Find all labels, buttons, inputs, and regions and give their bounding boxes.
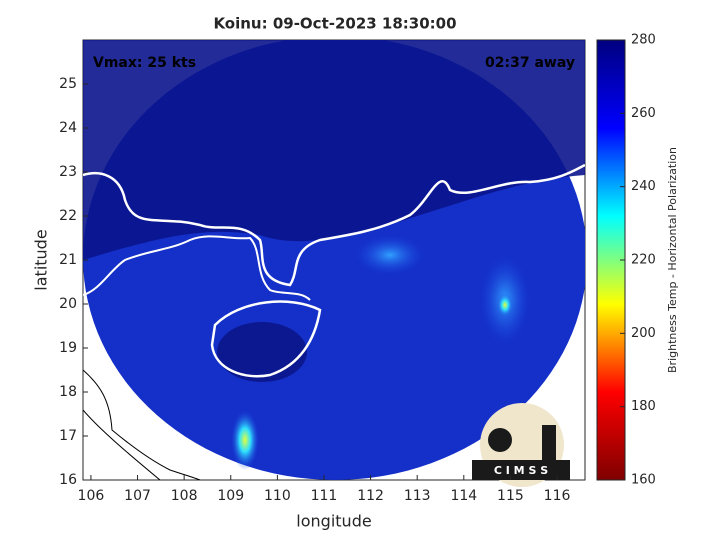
border	[83, 369, 201, 480]
y-tick-label: 16	[59, 472, 77, 488]
x-tick-label: 107	[124, 488, 151, 504]
x-tick-label: 113	[404, 488, 431, 504]
chart-title: Koinu: 09-Oct-2023 18:30:00	[213, 15, 456, 33]
annotation: Vmax: 25 kts	[93, 55, 196, 71]
y-axis-label: latitude	[32, 229, 51, 290]
coastline	[83, 163, 585, 287]
cloud	[355, 235, 425, 275]
x-tick-label: 116	[544, 488, 571, 504]
annotation: 02:37 away	[485, 55, 575, 71]
y-tick-label: 25	[59, 76, 77, 92]
cold-region	[83, 40, 585, 260]
x-tick-label: 106	[78, 488, 105, 504]
colorbar-tick-label: 220	[631, 253, 656, 268]
colorbar-tick-label: 160	[631, 473, 656, 488]
x-tick-label: 111	[311, 488, 338, 504]
y-tick-label: 23	[59, 164, 77, 180]
x-tick-label: 115	[497, 488, 524, 504]
y-tick-label: 22	[59, 208, 77, 224]
logo: C I M S S	[472, 403, 570, 487]
x-tick-label: 110	[264, 488, 291, 504]
colorbar-tick-label: 180	[631, 399, 656, 414]
y-tick-label: 20	[59, 296, 77, 312]
island-region	[217, 322, 307, 382]
colorbar-tick-label: 280	[631, 33, 656, 48]
colorbar-label: Brightness Temp - Horizontal Polarizatio…	[666, 147, 679, 373]
imagery	[83, 40, 585, 480]
x-axis-label: longitude	[296, 512, 371, 531]
coastline	[83, 235, 311, 301]
colorbar-tick-label: 200	[631, 326, 656, 341]
cloud	[497, 293, 513, 317]
logo-text: C I M S S	[494, 464, 548, 477]
y-tick-label: 19	[59, 340, 77, 356]
island-coast	[210, 300, 322, 378]
cloud	[231, 410, 259, 470]
border	[83, 409, 161, 480]
colorbar-tick-label: 240	[631, 179, 656, 194]
x-tick-label: 109	[217, 488, 244, 504]
x-tick-label: 112	[357, 488, 384, 504]
colorbar-tick-label: 260	[631, 106, 656, 121]
y-tick-label: 21	[59, 252, 77, 268]
y-tick-label: 24	[59, 120, 77, 136]
x-tick-label: 108	[171, 488, 198, 504]
y-tick-label: 17	[59, 428, 77, 444]
x-tick-label: 114	[450, 488, 477, 504]
y-tick-label: 18	[59, 384, 77, 400]
